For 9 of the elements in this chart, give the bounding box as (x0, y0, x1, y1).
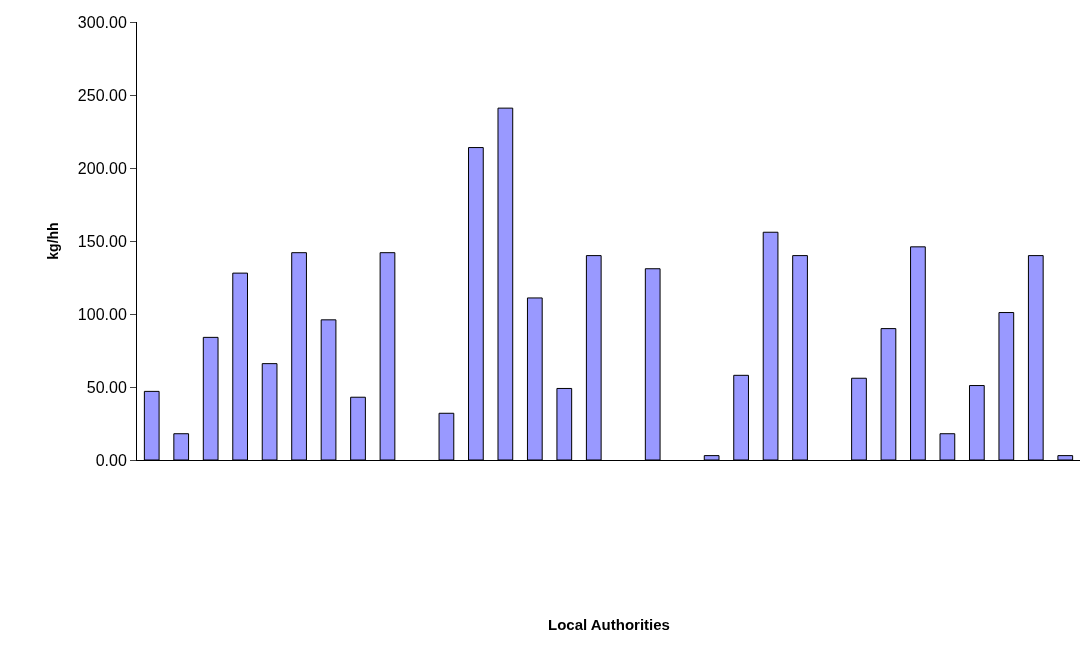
y-tick-label: 0.00 (95, 451, 127, 469)
y-axis-title: kg/hh (45, 222, 62, 260)
text: Local Authorities (548, 616, 670, 633)
y-tick-label: 100.00 (77, 305, 127, 323)
y-tick-label: 200.00 (77, 159, 127, 177)
y-tick-label: 300.00 (77, 13, 127, 31)
y-tick-label: 250.00 (77, 86, 127, 104)
y-tick-label: 150.00 (77, 232, 127, 250)
y-tick-label: 50.00 (86, 378, 127, 396)
